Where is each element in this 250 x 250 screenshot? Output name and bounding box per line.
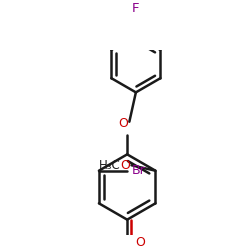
Text: O: O	[120, 159, 130, 172]
Text: Br: Br	[132, 164, 145, 177]
Text: O: O	[118, 118, 128, 130]
Text: H₃C: H₃C	[99, 159, 121, 172]
Text: F: F	[132, 2, 140, 15]
Text: O: O	[135, 236, 145, 249]
